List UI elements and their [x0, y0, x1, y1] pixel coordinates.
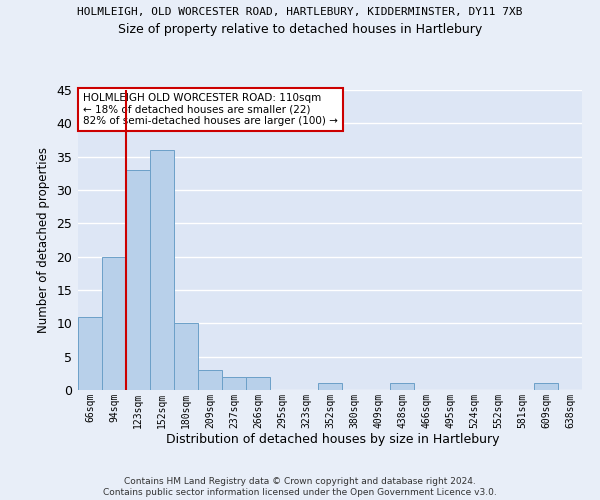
- Bar: [198, 370, 222, 390]
- Y-axis label: Number of detached properties: Number of detached properties: [37, 147, 50, 333]
- Bar: [390, 384, 414, 390]
- Text: Size of property relative to detached houses in Hartlebury: Size of property relative to detached ho…: [118, 24, 482, 36]
- Bar: [150, 150, 174, 390]
- Bar: [246, 376, 270, 390]
- Text: HOLMLEIGH, OLD WORCESTER ROAD, HARTLEBURY, KIDDERMINSTER, DY11 7XB: HOLMLEIGH, OLD WORCESTER ROAD, HARTLEBUR…: [77, 8, 523, 18]
- Bar: [222, 376, 246, 390]
- Text: HOLMLEIGH OLD WORCESTER ROAD: 110sqm
← 18% of detached houses are smaller (22)
8: HOLMLEIGH OLD WORCESTER ROAD: 110sqm ← 1…: [83, 93, 338, 126]
- Bar: [174, 324, 198, 390]
- Bar: [102, 256, 126, 390]
- Bar: [534, 384, 558, 390]
- Bar: [126, 170, 150, 390]
- Text: Distribution of detached houses by size in Hartlebury: Distribution of detached houses by size …: [166, 432, 500, 446]
- Bar: [78, 316, 102, 390]
- Bar: [318, 384, 342, 390]
- Text: Contains HM Land Registry data © Crown copyright and database right 2024.
Contai: Contains HM Land Registry data © Crown c…: [103, 478, 497, 497]
